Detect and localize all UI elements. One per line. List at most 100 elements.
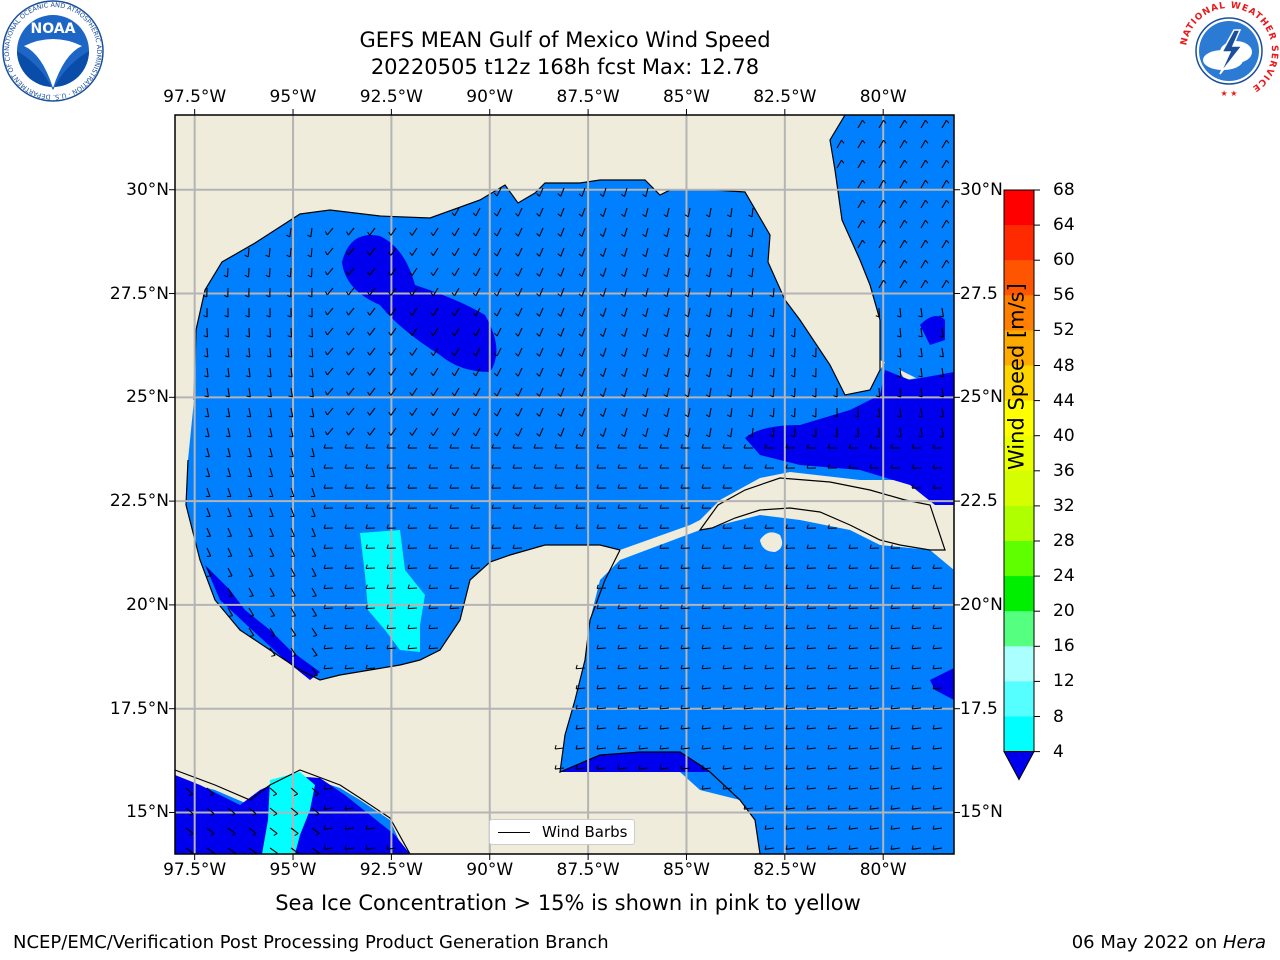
wind-barb — [659, 504, 670, 509]
wind-barb — [470, 464, 481, 469]
wind-barb — [869, 845, 880, 850]
wind-barb — [941, 279, 950, 289]
wind-barb — [785, 464, 796, 469]
wind-barb — [911, 825, 922, 830]
wind-barb — [890, 825, 901, 830]
wind-barb — [748, 207, 754, 218]
wind-barb — [701, 684, 712, 690]
wind-barb — [932, 484, 943, 489]
wind-barb — [785, 785, 796, 790]
wind-barb — [705, 267, 712, 278]
wind-barb — [727, 367, 733, 378]
wind-barb — [248, 627, 255, 637]
wind-barb — [896, 407, 902, 418]
colorbar-tick-label: 56 — [1053, 285, 1075, 306]
colorbar-tick-label: 64 — [1053, 215, 1075, 236]
wind-barb — [848, 624, 859, 630]
wind-barb — [680, 604, 691, 610]
wind-barb — [451, 207, 460, 217]
wind-barb — [596, 724, 607, 730]
wind-barb — [575, 484, 586, 489]
wind-barb — [899, 179, 908, 189]
wind-barb — [638, 704, 649, 710]
wind-barb — [617, 684, 628, 690]
wind-barb — [536, 267, 544, 277]
wind-barb — [596, 464, 607, 469]
wind-barb — [596, 745, 607, 750]
wind-barb — [911, 845, 922, 850]
wind-barb — [878, 199, 887, 209]
wind-barb — [407, 624, 418, 630]
wind-barb — [743, 604, 754, 610]
wind-barb — [430, 227, 439, 236]
wind-barb — [827, 785, 838, 790]
wind-barb — [790, 387, 796, 398]
wind-barb — [287, 327, 292, 338]
wind-barb — [833, 387, 838, 398]
wind-barb — [705, 227, 712, 238]
wind-barb — [409, 387, 418, 396]
wind-barb — [344, 664, 355, 670]
wind-barb — [323, 785, 334, 790]
wind-barb — [827, 684, 838, 690]
wind-barb — [722, 684, 733, 690]
wind-barb — [680, 484, 691, 489]
wind-barb — [617, 464, 628, 469]
wind-barb — [722, 444, 733, 449]
wind-barb — [345, 387, 355, 396]
wind-barb — [365, 524, 376, 529]
wind-barb — [659, 724, 670, 730]
wind-barb — [621, 327, 628, 338]
wind-barb — [790, 327, 796, 338]
wind-barb — [869, 684, 880, 690]
wind-barb — [596, 504, 607, 509]
wind-barb — [705, 287, 712, 298]
wind-barb — [268, 487, 274, 498]
wind-barb — [911, 464, 922, 469]
colorbar-segment — [1004, 576, 1034, 612]
wind-barb — [267, 407, 273, 418]
wind-barb — [722, 544, 733, 549]
wind-barb — [806, 745, 817, 750]
wind-barb — [659, 524, 670, 529]
wind-barb — [680, 564, 691, 569]
wind-barb — [472, 427, 481, 437]
wind-barb — [324, 327, 334, 336]
wind-barb — [701, 484, 712, 489]
wind-barb — [642, 247, 649, 258]
wind-barb — [248, 527, 253, 537]
wind-barb — [764, 624, 775, 630]
wind-barb — [918, 367, 923, 378]
wind-barb — [206, 527, 211, 537]
wind-barb — [899, 139, 908, 149]
wind-barb — [367, 347, 376, 356]
wind-barb — [875, 387, 881, 398]
wind-barb — [705, 387, 712, 398]
wind-barb — [596, 524, 607, 529]
lon-label-bottom: 85°W — [662, 860, 710, 880]
wind-barb — [869, 624, 880, 630]
wind-barb — [310, 447, 315, 458]
wind-barb — [599, 187, 607, 197]
wind-barb — [878, 179, 887, 189]
wind-barb — [575, 765, 586, 770]
wind-barb — [344, 524, 355, 529]
wind-barb — [267, 367, 272, 378]
wind-barb — [941, 219, 950, 229]
wind-barb — [621, 287, 628, 298]
wind-barb — [491, 504, 502, 509]
wind-barb — [911, 745, 922, 750]
wind-barb — [269, 647, 276, 657]
wind-barb — [890, 745, 901, 750]
wind-barb — [941, 259, 950, 269]
colorbar-segment — [1004, 295, 1034, 331]
wind-barb — [680, 765, 691, 770]
wind-barb — [727, 307, 733, 318]
lat-label-left: 25°N — [126, 387, 169, 408]
wind-barb — [204, 367, 209, 378]
wind-barb — [878, 259, 887, 269]
wind-barb — [869, 805, 880, 810]
wind-barb — [365, 664, 376, 670]
wind-barb — [247, 487, 253, 498]
svg-text:★ ★: ★ ★ — [1221, 89, 1238, 98]
